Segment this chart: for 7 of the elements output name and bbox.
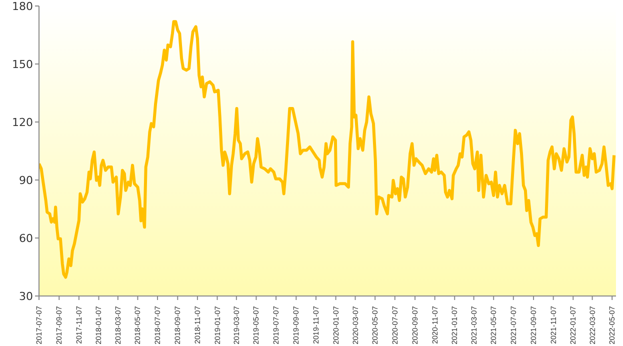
y-tick-label: 30: [19, 290, 33, 303]
y-tick-label: 90: [19, 174, 33, 187]
y-tick-label: 180: [12, 0, 33, 13]
y-tick-label: 60: [19, 232, 33, 245]
line-series: [39, 20, 616, 279]
y-tick-label: 150: [12, 58, 33, 71]
y-tick-label: 120: [12, 116, 33, 129]
